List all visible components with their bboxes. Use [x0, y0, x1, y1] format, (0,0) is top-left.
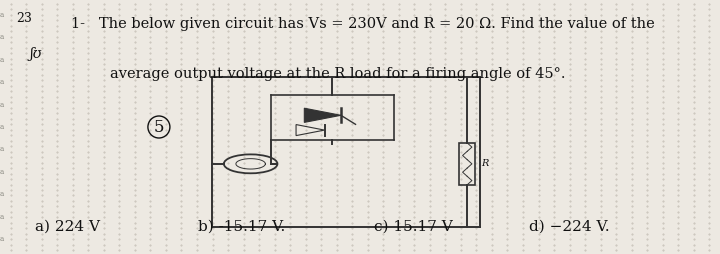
- Text: a: a: [0, 101, 4, 109]
- Text: a: a: [0, 190, 4, 198]
- Text: a: a: [0, 123, 4, 131]
- Text: a: a: [0, 235, 4, 243]
- Text: a: a: [0, 78, 4, 86]
- Text: a: a: [0, 145, 4, 153]
- Text: a) 224 V: a) 224 V: [35, 220, 100, 234]
- Bar: [459, 143, 475, 185]
- Text: a: a: [0, 33, 4, 41]
- Text: 5: 5: [153, 119, 164, 135]
- Text: c) 15.17 V: c) 15.17 V: [374, 220, 453, 234]
- Text: average output voltage at the R load for a firing angle of 45°.: average output voltage at the R load for…: [109, 67, 565, 81]
- Text: b) -15.17 V.: b) -15.17 V.: [198, 220, 285, 234]
- Text: ʃʊ: ʃʊ: [30, 47, 42, 61]
- Text: d) −224 V.: d) −224 V.: [529, 220, 610, 234]
- Polygon shape: [305, 108, 341, 122]
- Text: a: a: [0, 213, 4, 221]
- Text: a: a: [0, 56, 4, 64]
- Text: R: R: [481, 159, 488, 168]
- Text: 1-   The below given circuit has Vs = 230V and R = 20 Ω. Find the value of the: 1- The below given circuit has Vs = 230V…: [71, 18, 654, 31]
- Text: a: a: [0, 168, 4, 176]
- Text: a: a: [0, 11, 4, 19]
- Text: 23: 23: [17, 12, 32, 25]
